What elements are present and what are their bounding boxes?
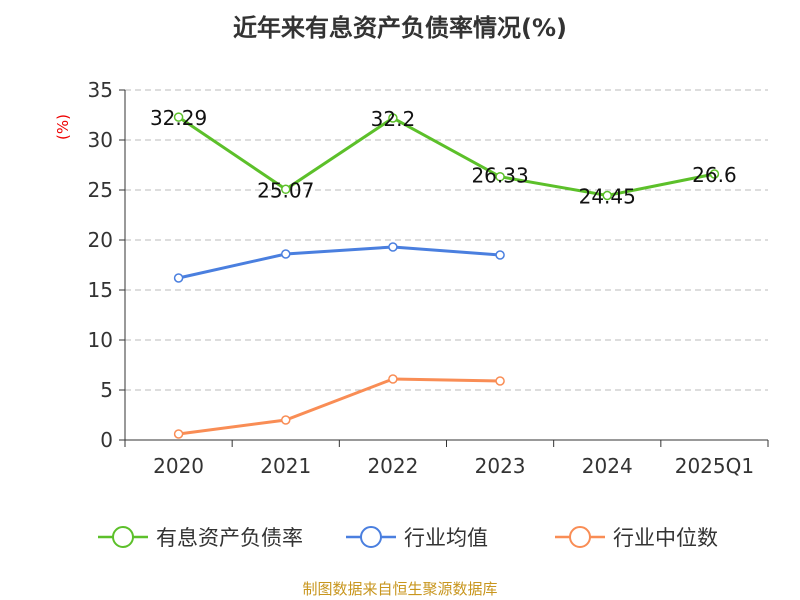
data-point [388,113,398,123]
x-tick-label: 2023 [475,454,526,478]
x-tick-label: 2020 [153,454,204,478]
y-tick-label: 5 [100,378,113,402]
data-point [281,415,291,425]
y-axis-label: (%) [54,114,72,140]
data-point [495,171,505,182]
chart-title: 近年来有息资产负债率情况(%) [233,14,567,42]
legend-marker [569,526,591,548]
data-point [495,376,505,386]
data-point [173,429,184,439]
x-tick-label: 2025Q1 [675,454,754,478]
series-line [178,245,501,280]
series-line [178,377,501,436]
data-label: 26.33 [471,164,528,188]
data-label: 24.45 [579,185,636,209]
y-tick-label: 35 [88,78,113,102]
data-point [388,374,398,384]
data-point [281,249,291,259]
data-point [602,190,612,201]
data-point [388,242,398,252]
x-tick-label: 2021 [260,454,311,478]
y-tick-label: 30 [88,128,113,152]
data-point [709,169,720,179]
data-point [173,273,184,283]
source-note: 制图数据来自恒生聚源数据库 [302,580,498,598]
data-label: 25.07 [257,178,314,202]
data-label: 32.29 [150,106,207,130]
x-tick-label: 2022 [367,454,418,478]
y-tick-label: 25 [88,178,113,202]
data-point [495,250,505,260]
legend-label: 有息资产负债率 [156,526,303,550]
y-tick-label: 0 [100,428,113,452]
series-line [177,115,715,198]
data-label: 32.2 [371,107,416,131]
y-tick-label: 20 [88,228,113,252]
legend-label: 行业中位数 [613,526,718,550]
data-point [281,184,291,195]
x-tick-label: 2024 [582,454,633,478]
data-label: 26.6 [692,163,737,187]
data-point [173,112,184,122]
y-tick-label: 15 [88,278,113,302]
legend-label: 行业均值 [404,526,488,550]
legend-marker [112,526,134,548]
y-tick-label: 10 [88,328,113,352]
legend-marker [360,526,382,548]
